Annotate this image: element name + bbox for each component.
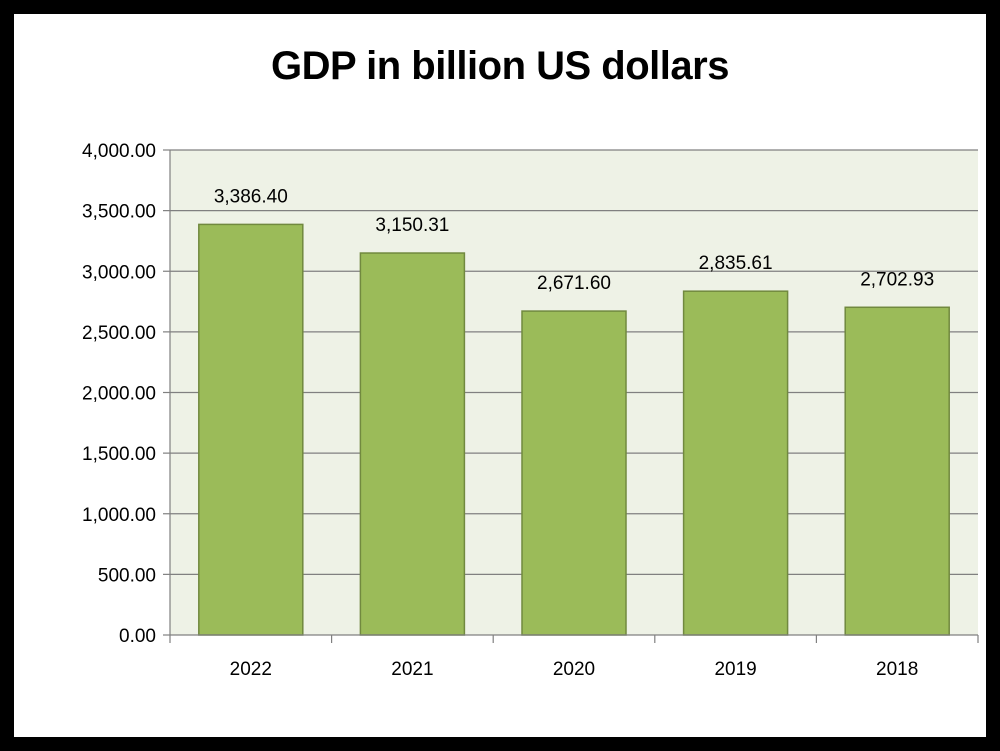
y-axis-ticks: 0.00 500.00 1,000.00 1,500.00 2,000.00 2,500.… [82,141,170,647]
x-tick-label-2020: 2020 [553,659,595,680]
y-tick-label: 2,000.00 [82,384,156,405]
x-tick-label-2019: 2019 [714,659,756,680]
y-tick-label: 2,500.00 [82,323,156,344]
y-tick-label: 0.00 [119,626,156,647]
chart-title: GDP in billion US dollars [271,44,729,88]
data-labels: 3,386.40 3,150.31 2,671.60 2,835.61 2,702.93 [214,186,934,294]
y-tick-label: 3,000.00 [82,262,156,283]
x-tick-label-2018: 2018 [876,659,918,680]
data-label-2022: 3,386.40 [214,186,288,207]
bar-2020 [521,310,627,636]
x-tick-label-2022: 2022 [230,659,272,680]
y-tick-label: 1,500.00 [82,444,156,465]
bar-2022 [198,223,304,636]
data-label-2020: 2,671.60 [537,273,611,294]
bar-2021 [359,252,466,636]
data-label-2019: 2,835.61 [699,253,773,274]
y-tick-label: 1,000.00 [82,505,156,526]
data-label-2021: 3,150.31 [375,215,449,236]
y-tick-label: 500.00 [98,565,156,586]
y-tick-label: 4,000.00 [82,141,156,162]
bar-2018 [844,306,950,636]
y-tick-label: 3,500.00 [82,202,156,223]
data-label-2018: 2,702.93 [860,269,934,290]
x-axis-ticks: 2022 2021 2020 2019 2018 [169,635,979,680]
bar-2019 [682,290,789,636]
x-tick-label-2021: 2021 [391,659,433,680]
bars [198,223,950,636]
